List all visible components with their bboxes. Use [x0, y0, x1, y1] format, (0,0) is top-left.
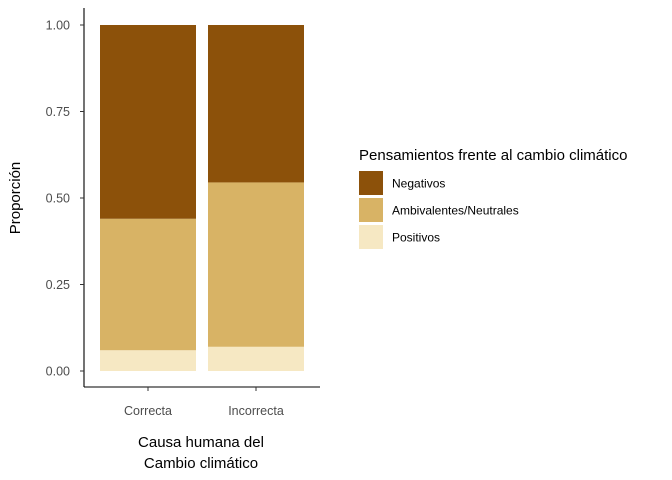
- x-tick-label: Correcta: [124, 404, 172, 418]
- legend-label: Positivos: [392, 231, 440, 245]
- bar-incorrecta-series-0: [208, 346, 304, 371]
- bar-incorrecta-series-1: [208, 182, 304, 347]
- legend: Negativos Ambivalentes/Neutrales Positivos: [359, 171, 519, 249]
- x-axis-title-line-1: Causa humana del: [138, 434, 264, 451]
- x-axis-title-line-2: Cambio climático: [144, 455, 258, 472]
- bar-correcta-series-2: [100, 25, 196, 219]
- legend-title: Pensamientos frente al cambio climático: [359, 147, 627, 164]
- y-tick-label: 0.50: [46, 192, 70, 206]
- bars-layer: [100, 25, 304, 371]
- legend-swatch: [359, 225, 383, 249]
- x-tick-label: Incorrecta: [228, 404, 284, 418]
- y-tick-label: 0.25: [46, 278, 70, 292]
- bar-correcta-series-0: [100, 350, 196, 371]
- legend-label: Negativos: [392, 177, 445, 191]
- legend-label: Ambivalentes/Neutrales: [392, 204, 519, 218]
- legend-swatch: [359, 198, 383, 222]
- axes-layer: 0.00 0.25 0.50 0.75 1.00 Correcta Incorrecta: [46, 8, 320, 418]
- y-tick-label: 1.00: [46, 19, 70, 33]
- legend-swatch: [359, 171, 383, 195]
- y-tick-label: 0.00: [46, 365, 70, 379]
- y-tick-label: 0.75: [46, 105, 70, 119]
- bar-correcta-series-1: [100, 218, 196, 351]
- bar-incorrecta-series-2: [208, 25, 304, 183]
- y-axis-title: Proporción: [7, 162, 24, 235]
